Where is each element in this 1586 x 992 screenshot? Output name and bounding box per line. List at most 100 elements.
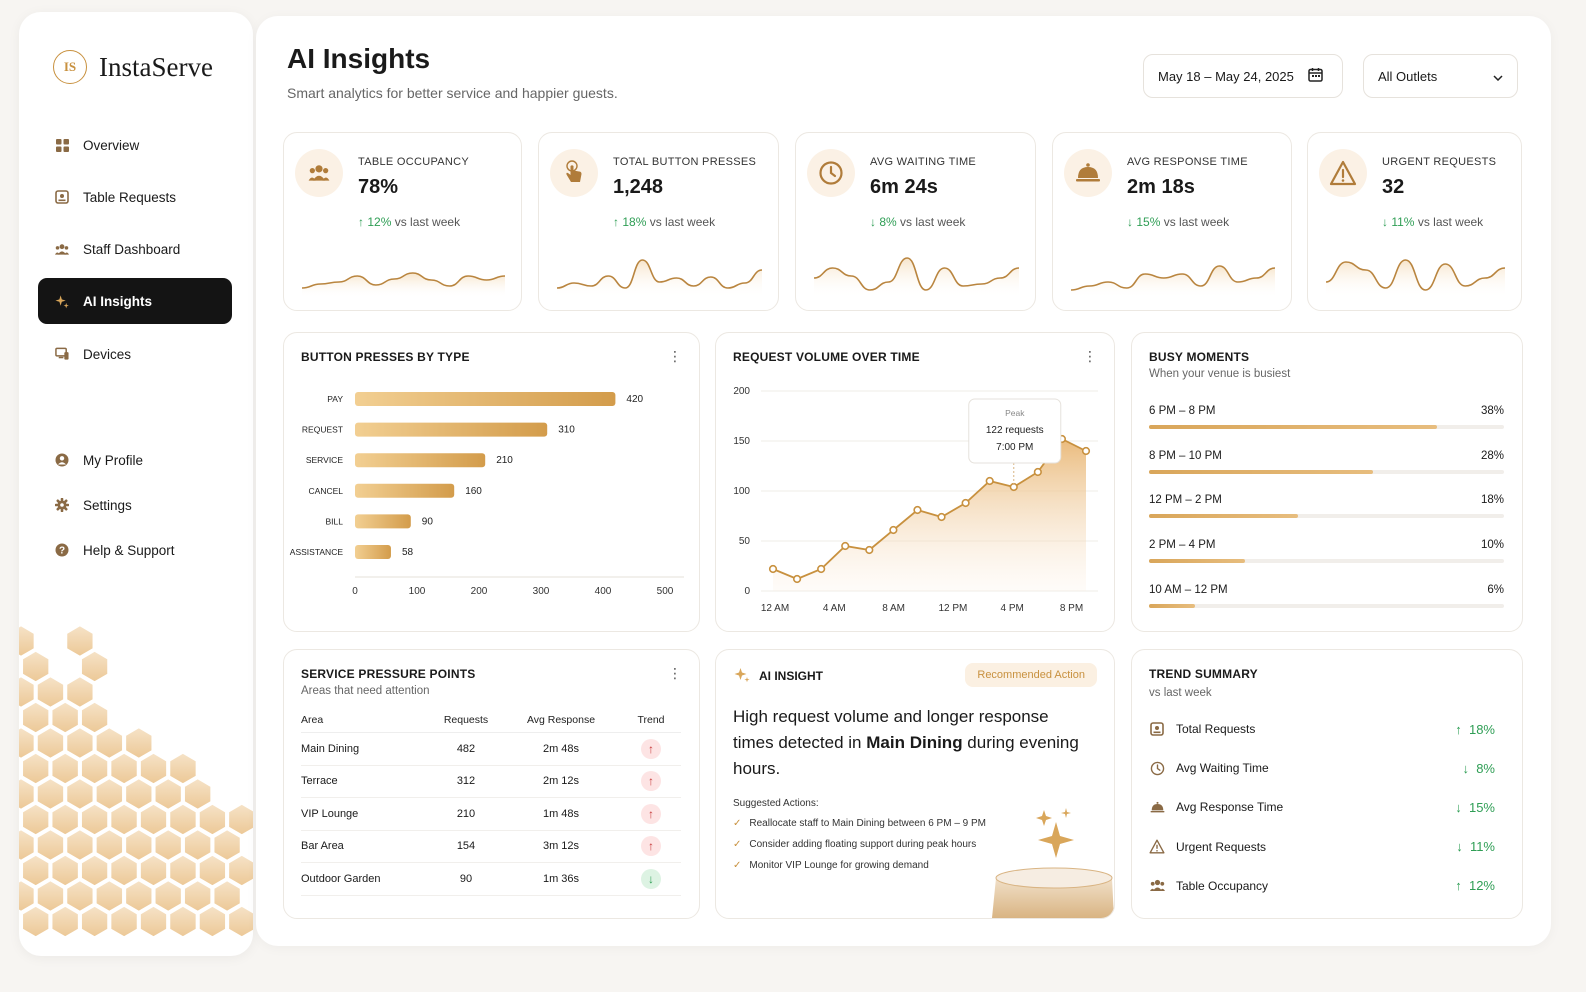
- hexagon-cell: [36, 726, 65, 760]
- sparkline-line: [1326, 259, 1505, 291]
- hexagon-cell: [109, 752, 139, 785]
- x-tick-label: 8 PM: [1060, 603, 1083, 614]
- x-tick-label: 4 PM: [1001, 603, 1024, 614]
- data-point[interactable]: [985, 476, 994, 486]
- people-icon: [55, 242, 69, 256]
- hexagon-cell: [198, 803, 227, 836]
- bar-value-label: 210: [496, 455, 513, 466]
- outlet-select-value: All Outlets: [1378, 68, 1438, 84]
- hexagon-cell: [154, 828, 183, 862]
- bar[interactable]: [355, 453, 486, 468]
- hexagon-cell: [36, 828, 65, 862]
- hexagon-cell: [50, 752, 80, 785]
- logo[interactable]: IS InstaServe: [53, 50, 213, 84]
- bar[interactable]: [355, 514, 411, 529]
- kpi-sparkline: [1326, 259, 1505, 298]
- bar[interactable]: [355, 545, 391, 559]
- chevron-down-icon: [1493, 69, 1503, 84]
- sidebar-item-my-profile[interactable]: My Profile: [38, 437, 232, 483]
- kpi-card: URGENT REQUESTS 32 ↓ 11% vs last week: [1307, 132, 1522, 311]
- busy-moment-percent: 6%: [1487, 583, 1504, 596]
- y-tick-label: 50: [739, 536, 751, 547]
- arrow-up-icon: ↑: [1455, 878, 1462, 894]
- kpi-card: TOTAL BUTTON PRESSES 1,248 ↑ 18% vs last w…: [538, 132, 779, 311]
- check-icon: ✓: [733, 839, 742, 850]
- suggested-action-text: Monitor VIP Lounge for growing demand: [749, 860, 929, 871]
- area-cell: Outdoor Garden: [301, 862, 431, 896]
- trend-value: ↓ 8%: [1462, 761, 1495, 776]
- table-row[interactable]: Main Dining 482 2m 48s ↑: [301, 732, 681, 766]
- data-point[interactable]: [937, 512, 946, 522]
- bar[interactable]: [355, 392, 616, 406]
- arrow-down-icon: ↓: [1382, 215, 1388, 229]
- kpi-delta-value: 18%: [622, 215, 647, 229]
- column-header: Avg Response: [501, 710, 621, 733]
- hexagon-cell: [80, 701, 109, 734]
- sidebar-item-label: AI Insights: [83, 293, 153, 309]
- data-point[interactable]: [961, 498, 970, 508]
- hexagon-cell: [168, 905, 198, 938]
- data-point[interactable]: [865, 545, 874, 555]
- more-options-icon[interactable]: ⋮: [668, 665, 682, 681]
- more-options-icon[interactable]: ⋮: [1083, 348, 1097, 364]
- bar-value-label: 310: [558, 425, 575, 436]
- sidebar-item-label: Devices: [83, 346, 132, 362]
- date-range-picker[interactable]: May 18 – May 24, 2025: [1143, 54, 1343, 98]
- data-point[interactable]: [913, 505, 922, 515]
- bar-category-label: BILL: [326, 516, 344, 526]
- busy-moment-percent: 28%: [1480, 449, 1504, 462]
- hexagon-cell: [154, 777, 183, 811]
- kpi-sparkline: [814, 257, 1019, 298]
- sidebar-item-ai-insights[interactable]: AI Insights: [38, 278, 232, 324]
- kpi-card: AVG RESPONSE TIME 2m 18s ↓ 15% vs last wee…: [1052, 132, 1292, 311]
- data-point[interactable]: [841, 541, 850, 551]
- sparkline-area: [557, 260, 762, 298]
- kpi-delta: ↓ 11% vs last week: [1382, 215, 1483, 229]
- sidebar-item-help-support[interactable]: ? Help & Support: [38, 527, 232, 573]
- data-point[interactable]: [817, 564, 826, 574]
- arrow-down-icon: ↓: [1127, 215, 1133, 229]
- requests-cell: 312: [431, 765, 501, 798]
- progress-fill: [1149, 559, 1245, 564]
- kpi-delta: ↑ 12% vs last week: [358, 215, 460, 229]
- arrow-up-icon: ↑: [1455, 721, 1462, 737]
- tooltip-time: 7:00 PM: [996, 442, 1033, 453]
- table-row[interactable]: Terrace 312 2m 12s ↑: [301, 765, 681, 798]
- x-tick-label: 12 PM: [938, 603, 967, 614]
- sparkline-line: [1071, 265, 1275, 291]
- hexagon-cell: [168, 752, 198, 785]
- table-row[interactable]: Outdoor Garden 90 1m 36s ↓: [301, 862, 681, 896]
- sidebar-item-table-requests[interactable]: Table Requests: [38, 174, 232, 220]
- hexagon-cell: [36, 675, 65, 709]
- bar[interactable]: [355, 422, 548, 437]
- sidebar-item-devices[interactable]: Devices: [38, 331, 232, 377]
- data-point[interactable]: [792, 574, 802, 584]
- main-panel: AI Insights Smart analytics for better s…: [256, 16, 1551, 946]
- hexagon-cell: [109, 854, 139, 887]
- trend-row: Total Requests ↑ 18%: [1149, 719, 1495, 739]
- clock-icon: [1149, 761, 1165, 776]
- arrow-down-icon: ↓: [1462, 760, 1469, 776]
- table-row[interactable]: VIP Lounge 210 1m 48s ↑: [301, 797, 681, 831]
- data-point[interactable]: [1033, 467, 1042, 477]
- hexagon-cell: [95, 777, 124, 811]
- data-point[interactable]: [1081, 446, 1091, 456]
- table-row[interactable]: Bar Area 154 3m 12s ↑: [301, 830, 681, 863]
- hexagon-cell: [95, 726, 124, 760]
- outlet-select[interactable]: All Outlets: [1363, 54, 1518, 98]
- sidebar-item-settings[interactable]: Settings: [38, 482, 232, 528]
- data-point[interactable]: [768, 564, 778, 574]
- grid-icon: [55, 138, 69, 152]
- sidebar-item-overview[interactable]: Overview: [38, 122, 232, 168]
- recommended-action-badge[interactable]: Recommended Action: [965, 663, 1097, 687]
- suggested-action: ✓ Consider adding floating support during…: [733, 839, 976, 850]
- data-point[interactable]: [889, 525, 898, 535]
- trend-row: Urgent Requests ↓ 11%: [1149, 837, 1495, 857]
- hexagon-cell: [80, 905, 109, 938]
- hexagon-cell: [50, 905, 80, 938]
- kpi-card: AVG WAITING TIME 6m 24s ↓ 8% vs last week: [795, 132, 1036, 311]
- area-cell: VIP Lounge: [301, 797, 431, 831]
- sidebar-item-staff-dashboard[interactable]: Staff Dashboard: [38, 226, 232, 272]
- more-options-icon[interactable]: ⋮: [668, 348, 682, 364]
- bar[interactable]: [355, 483, 455, 498]
